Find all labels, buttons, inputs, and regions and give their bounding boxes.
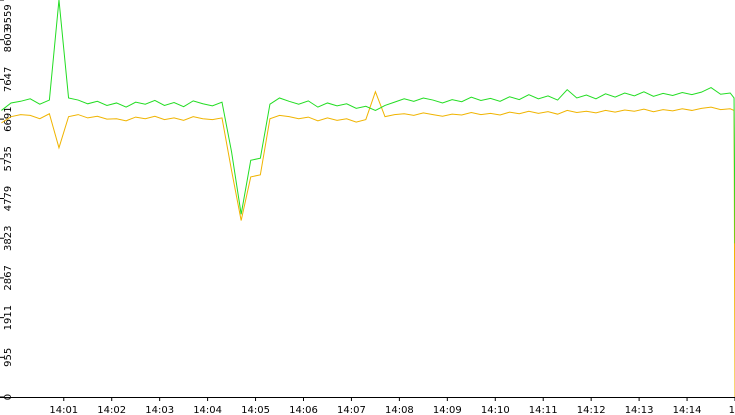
y-tick-label: 5735: [3, 146, 14, 171]
y-tick-label: 6691: [3, 106, 14, 131]
x-tick-label: 14:14: [673, 405, 702, 415]
y-tick-label: 955: [3, 348, 14, 367]
x-tick-label: 14:13: [625, 405, 654, 415]
x-tick-label: 14:08: [385, 405, 414, 415]
x-tick-label: 14:03: [145, 405, 174, 415]
x-tick-label: 14:10: [481, 405, 510, 415]
y-tick-label: 2867: [3, 265, 14, 290]
x-tick-label: 14:05: [241, 405, 270, 415]
x-tick-label: 14:01: [49, 405, 78, 415]
y-tick-label: 1911: [3, 305, 14, 330]
y-tick-label: 0: [3, 394, 14, 400]
y-tick-label: 9559: [3, 4, 14, 29]
y-tick-label: 3823: [3, 225, 14, 250]
x-tick-label: 14:04: [193, 405, 222, 415]
series-line: [1, 0, 735, 244]
x-tick-label: 14:07: [337, 405, 366, 415]
x-tick-label: 14:12: [577, 405, 606, 415]
x-tick-label: 14:11: [529, 405, 558, 415]
x-tick-label: 14:09: [433, 405, 462, 415]
x-tick-label: 14:06: [289, 405, 318, 415]
x-tick-label: 14: [729, 405, 735, 415]
y-tick-label: 4779: [3, 186, 14, 211]
y-tick-label: 8603: [3, 27, 14, 52]
y-tick-label: 7647: [3, 67, 14, 92]
x-tick-label: 14:02: [97, 405, 126, 415]
series-line: [1, 90, 735, 398]
